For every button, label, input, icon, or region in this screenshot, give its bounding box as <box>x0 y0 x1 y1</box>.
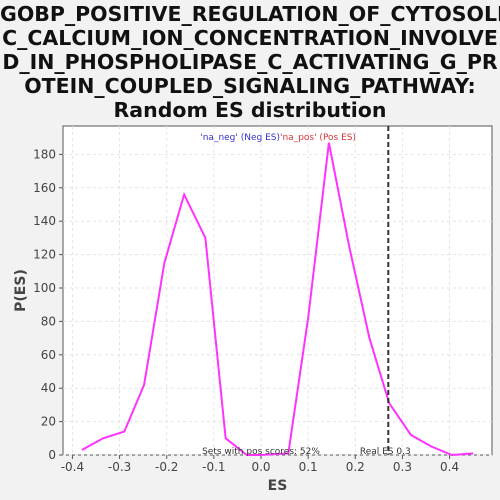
y-tick-label: 40 <box>41 381 56 395</box>
grid <box>63 126 492 456</box>
x-tick-label: 0.3 <box>393 460 412 474</box>
x-axis-ticks: -0.4 -0.3 -0.2 -0.1 0.0 0.1 0.2 0.3 0.4 <box>61 455 459 474</box>
chart-title: GOBP_POSITIVE_REGULATION_OF_CYTOSOLI C_C… <box>0 2 500 122</box>
y-tick-label: 180 <box>33 147 56 161</box>
title-line-2: C_CALCIUM_ION_CONCENTRATION_INVOLVE <box>2 26 498 50</box>
x-axis-label: ES <box>268 478 288 494</box>
y-tick-label: 20 <box>41 415 56 429</box>
title-line-3: D_IN_PHOSPHOLIPASE_C_ACTIVATING_G_PR <box>2 50 498 74</box>
y-axis-label: P(ES) <box>13 269 29 312</box>
title-line-1: GOBP_POSITIVE_REGULATION_OF_CYTOSOLI <box>0 2 500 26</box>
y-tick-label: 0 <box>48 448 56 462</box>
x-tick-label: 0.2 <box>346 460 365 474</box>
title-line-5: Random ES distribution <box>113 98 387 122</box>
y-tick-label: 120 <box>33 248 56 262</box>
x-tick-label: -0.3 <box>108 460 131 474</box>
legend-neg: 'na_neg' (Neg ES) <box>200 133 280 143</box>
y-tick-label: 160 <box>33 181 56 195</box>
x-tick-label: -0.2 <box>155 460 178 474</box>
y-tick-label: 80 <box>41 314 56 328</box>
y-tick-label: 100 <box>33 281 56 295</box>
legend-pos: 'na_pos' (Pos ES) <box>280 133 356 143</box>
y-tick-label: 60 <box>41 348 56 362</box>
x-tick-label: 0.4 <box>440 460 459 474</box>
x-tick-label: 0.1 <box>299 460 318 474</box>
title-line-4: OTEIN_COUPLED_SIGNALING_PATHWAY: <box>24 74 476 98</box>
x-tick-label: -0.4 <box>61 460 84 474</box>
x-tick-label: -0.1 <box>202 460 225 474</box>
real-es-annotation: Real ES 0.3 <box>360 447 411 457</box>
plot-area <box>62 125 493 456</box>
y-tick-label: 140 <box>33 214 56 228</box>
x-tick-label: 0.0 <box>251 460 270 474</box>
series-line <box>81 142 474 457</box>
pos-scores-annotation: Sets with pos scores: 52% <box>202 447 320 457</box>
y-axis-ticks: 0 20 40 60 80 100 120 140 160 180 <box>33 147 63 462</box>
